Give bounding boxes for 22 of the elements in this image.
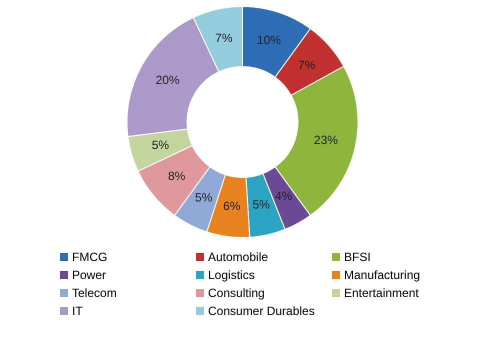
data-label: 5%: [252, 198, 270, 212]
legend-label: Manufacturing: [344, 268, 420, 282]
legend-label: IT: [72, 304, 83, 318]
legend-label: FMCG: [72, 250, 108, 264]
legend-label: Automobile: [208, 250, 268, 264]
data-label: 5%: [195, 190, 213, 204]
data-label: 6%: [223, 199, 241, 214]
legend-label: Consumer Durables: [208, 304, 315, 318]
data-label: 4%: [275, 189, 293, 204]
data-label: 5%: [152, 138, 170, 152]
legend-label: Entertainment: [344, 286, 419, 300]
data-label: 7%: [215, 30, 233, 45]
data-label: 10%: [256, 33, 282, 48]
legend-label: Power: [72, 268, 106, 282]
legend-label: BFSI: [344, 250, 371, 264]
data-label: 20%: [156, 73, 180, 88]
legend-label: Consulting: [208, 286, 265, 300]
legend-label: Telecom: [72, 286, 117, 300]
data-label: 8%: [168, 168, 186, 183]
data-label: 7%: [298, 58, 316, 72]
data-label: 23%: [314, 132, 338, 147]
legend-label: Logistics: [208, 268, 255, 282]
